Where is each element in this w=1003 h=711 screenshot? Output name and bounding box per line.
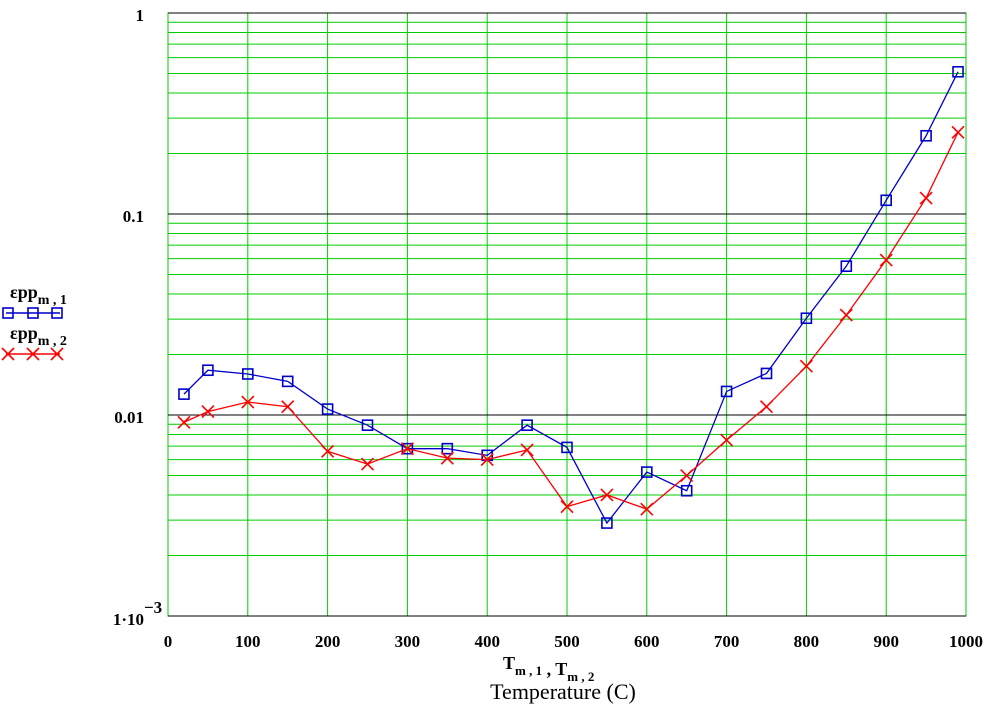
legend-marker <box>26 347 40 361</box>
data-point <box>720 385 733 398</box>
data-point <box>242 368 254 380</box>
x-axis-title: Temperature (C) <box>490 679 636 704</box>
data-point <box>177 415 191 429</box>
data-point <box>521 419 533 431</box>
grid <box>167 12 967 617</box>
series-2 <box>177 125 965 516</box>
data-point <box>680 468 694 483</box>
x-tick-label: 1000 <box>949 632 983 651</box>
data-point <box>640 466 653 478</box>
y-tick-label: 0.01 <box>114 408 144 427</box>
legend-entry-1: εppm , 1 <box>2 282 67 319</box>
data-point <box>840 260 853 272</box>
data-point <box>560 500 574 514</box>
x-tick-label: 400 <box>474 632 500 651</box>
x-tick-label: 700 <box>714 632 740 651</box>
data-point <box>480 453 494 467</box>
x-tick-label: 500 <box>554 632 580 651</box>
data-point <box>281 400 295 414</box>
data-point <box>360 457 375 471</box>
data-point <box>919 191 933 205</box>
x-tick-label: 300 <box>395 632 421 651</box>
x-tick-label: 200 <box>315 632 341 651</box>
data-point <box>201 405 215 419</box>
data-point <box>720 433 734 447</box>
data-point <box>951 125 965 139</box>
series-1 <box>178 65 964 529</box>
y-tick-label: 1 <box>136 6 145 25</box>
tick-labels: 0 100 200 300 400 500 600 700 800 900 1000 1 0.1 0.01… <box>113 6 983 651</box>
data-point <box>952 65 964 78</box>
data-point <box>281 375 294 388</box>
legend-marker <box>27 307 39 319</box>
data-point <box>441 442 454 455</box>
data-point <box>800 312 813 325</box>
legend-marker <box>1 347 15 361</box>
data-point <box>880 194 893 207</box>
data-point <box>839 308 853 322</box>
series-layer <box>177 65 965 529</box>
data-point <box>760 367 773 380</box>
legend-marker <box>51 307 63 319</box>
legend-entry-2: εppm , 2 <box>1 323 67 361</box>
y-tick-label: 0.1 <box>123 207 144 226</box>
data-point <box>400 442 414 456</box>
y-tick-label: 1·10 <box>113 610 144 629</box>
data-point <box>680 484 693 497</box>
legend: εppm , 1 εppm , 2 <box>1 282 67 361</box>
x-variable-label: Tm , 1 , Tm , 2 <box>503 653 594 684</box>
data-point <box>178 388 190 400</box>
legend-label: εppm , 1 <box>10 282 67 308</box>
legend-label: εppm , 2 <box>10 323 67 349</box>
legend-marker <box>50 347 64 361</box>
x-tick-label: 900 <box>873 632 899 651</box>
data-point <box>879 253 893 267</box>
data-point <box>401 442 414 455</box>
data-point <box>799 359 813 373</box>
data-point <box>600 488 614 502</box>
data-point <box>440 451 454 465</box>
x-tick-label: 100 <box>235 632 261 651</box>
data-point <box>321 403 334 415</box>
x-tick-label: 600 <box>634 632 660 651</box>
data-point <box>321 444 335 458</box>
data-point <box>241 395 255 409</box>
data-point <box>520 443 534 457</box>
data-point <box>920 129 932 142</box>
legend-marker <box>2 307 14 319</box>
data-point <box>640 502 654 516</box>
series-line <box>183 71 959 525</box>
data-point <box>561 441 573 454</box>
data-point <box>759 400 774 414</box>
x-tick-label: 0 <box>164 632 173 651</box>
data-point <box>601 517 613 529</box>
x-tick-label: 800 <box>794 632 820 651</box>
data-point <box>202 364 214 377</box>
data-point <box>361 419 374 431</box>
y-tick-label-exponent: −3 <box>144 598 162 617</box>
